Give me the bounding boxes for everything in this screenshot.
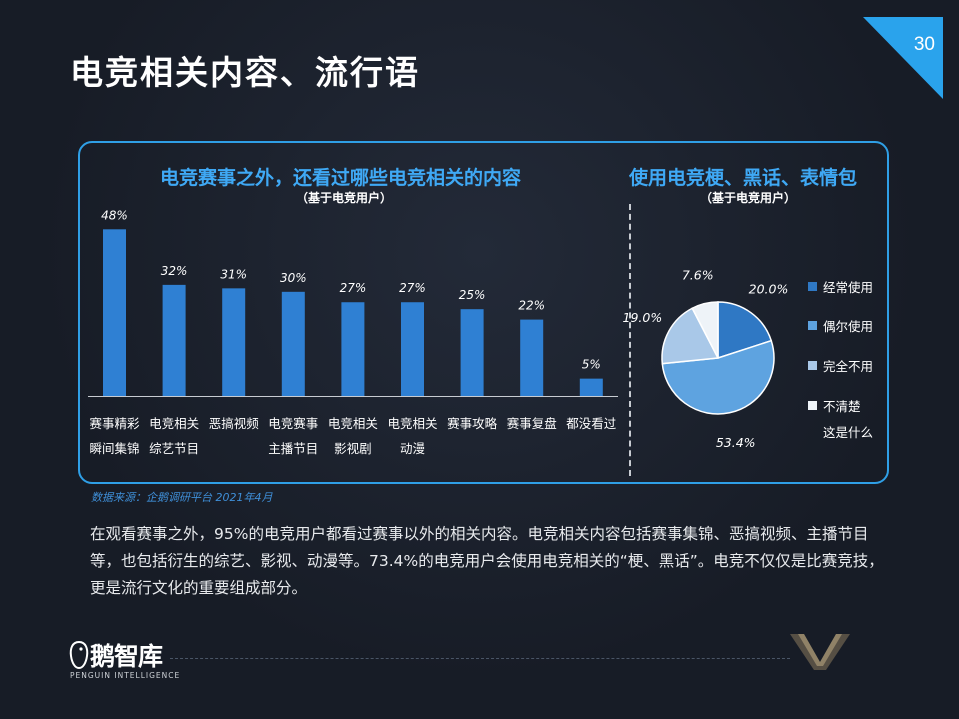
page-title: 电竞相关内容、流行语 xyxy=(70,53,420,92)
legend-label: 这是什么 xyxy=(823,425,873,440)
bar-category-label: 都没看过 xyxy=(566,416,617,431)
page-number-corner xyxy=(863,17,943,99)
legend-label: 经常使用 xyxy=(823,280,873,295)
bar xyxy=(162,284,186,396)
bar xyxy=(520,319,544,396)
bar-category-label: 赛事复盘 xyxy=(507,416,557,431)
bar-value-label: 27% xyxy=(399,281,426,295)
pie-chart-title: 使用电竞梗、黑话、表情包 xyxy=(629,167,858,189)
penguin-logo-icon xyxy=(69,640,89,670)
bar-value-label: 27% xyxy=(340,281,367,295)
pie-slice-label: 7.6% xyxy=(682,267,714,282)
bar-category-label: 电竞相关 xyxy=(149,416,199,431)
bar xyxy=(401,302,424,396)
bar-value-label: 30% xyxy=(280,271,307,285)
bar-category-label: 赛事精彩 xyxy=(89,416,140,431)
bar xyxy=(579,378,603,396)
pie-slice xyxy=(661,307,720,365)
bar-value-label: 48% xyxy=(101,208,128,222)
legend-swatch xyxy=(808,282,817,291)
pie-slice xyxy=(717,301,773,360)
pie-slice-label: 19.0% xyxy=(623,310,663,325)
legend-label: 不清楚 xyxy=(823,399,861,414)
bar-value-label: 5% xyxy=(582,358,601,372)
bar xyxy=(341,302,365,396)
logo-tagline: PENGUIN INTELLIGENCE xyxy=(70,671,181,680)
section-divider xyxy=(629,204,631,476)
bar-category-label: 恶搞视频 xyxy=(209,416,260,431)
chart-card xyxy=(78,141,889,484)
bar-category-label: 综艺节目 xyxy=(149,441,199,456)
bar-value-label: 22% xyxy=(518,299,545,313)
bar-value-label: 31% xyxy=(220,267,247,281)
bar xyxy=(281,291,305,396)
pie-slice xyxy=(691,301,719,359)
bar-category-label: 赛事攻略 xyxy=(447,416,498,431)
legend-swatch xyxy=(808,321,817,330)
legend-swatch xyxy=(808,401,817,410)
v-logo-icon xyxy=(790,634,850,670)
pie-slice-label: 20.0% xyxy=(749,281,789,296)
legend-swatch xyxy=(808,361,817,370)
bar xyxy=(222,288,246,396)
summary-text: 在观看赛事之外，95%的电竞用户都看过赛事以外的相关内容。电竞相关内容包括赛事集… xyxy=(90,525,884,597)
footer-divider xyxy=(170,658,790,659)
bar-category-label: 电竞相关 xyxy=(387,416,437,431)
bar-value-label: 32% xyxy=(161,264,188,278)
page-number: 30 xyxy=(913,34,935,55)
pie-chart-subtitle: （基于电竞用户） xyxy=(700,191,797,205)
bar-category-label: 瞬间集锦 xyxy=(89,441,139,456)
pie-slice xyxy=(661,339,775,415)
bar-category-label: 电竞相关 xyxy=(328,416,378,431)
bar-value-label: 25% xyxy=(459,288,486,302)
bar xyxy=(460,309,484,396)
bar-category-label: 主播节目 xyxy=(268,441,318,456)
bar-category-label: 动漫 xyxy=(400,441,425,456)
legend-label: 完全不用 xyxy=(823,359,873,374)
bar xyxy=(103,229,126,396)
bar-category-label: 电竞赛事 xyxy=(268,416,318,431)
bar-chart-subtitle: （基于电竞用户） xyxy=(296,191,393,205)
pie-slice-label: 53.4% xyxy=(716,435,756,450)
logo-name: 鹅智库 xyxy=(90,642,163,671)
legend-label: 偶尔使用 xyxy=(823,319,873,334)
bar-category-label: 影视剧 xyxy=(334,441,372,456)
bar-chart-title: 电竞赛事之外，还看过哪些电竞相关的内容 xyxy=(160,167,522,189)
logo: 鹅智库 PENGUIN INTELLIGENCE xyxy=(68,637,179,687)
data-source: 数据来源：企鹅调研平台 2021年4月 xyxy=(91,491,273,504)
